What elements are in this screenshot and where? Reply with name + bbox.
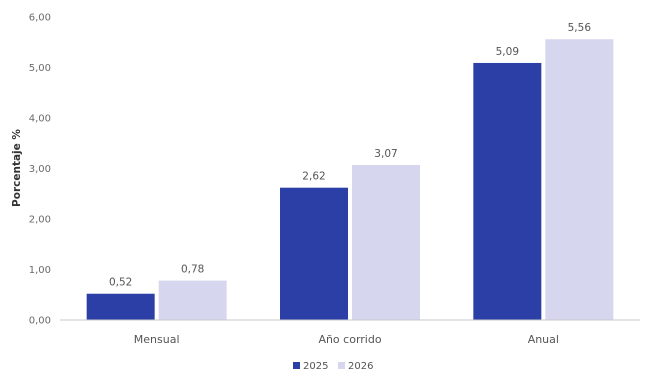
bar-2025-0 xyxy=(86,293,155,320)
y-tick-label: 4,00 xyxy=(29,114,51,125)
data-label: 0,52 xyxy=(109,277,132,289)
legend-swatch xyxy=(293,362,300,369)
category-label: Mensual xyxy=(134,333,180,346)
y-axis-label: Porcentaje % xyxy=(11,129,23,207)
bar-2026-2 xyxy=(545,39,614,320)
y-tick-label: 5,00 xyxy=(29,63,51,74)
y-tick-label: 6,00 xyxy=(29,13,51,24)
y-tick-label: 3,00 xyxy=(29,164,51,175)
y-tick-label: 2,00 xyxy=(29,215,51,226)
legend-label: 2025 xyxy=(303,361,328,372)
bar-marks xyxy=(86,39,614,320)
legend-swatch xyxy=(338,362,345,369)
legend: 2025 2026 xyxy=(293,361,373,372)
data-label: 5,56 xyxy=(568,22,592,34)
data-label: 5,09 xyxy=(496,46,519,58)
y-tick-label: 0,00 xyxy=(29,316,51,327)
bar-2026-1 xyxy=(352,164,420,320)
data-label: 0,78 xyxy=(181,264,204,276)
category-label: Año corrido xyxy=(318,333,381,346)
legend-label: 2026 xyxy=(348,361,373,372)
bar-2025-2 xyxy=(473,62,542,320)
category-labels: Mensual Año corrido Anual xyxy=(134,333,559,346)
category-label: Anual xyxy=(528,333,559,346)
y-axis-ticks: 0,00 1,00 2,00 3,00 4,00 5,00 6,00 xyxy=(29,13,51,327)
y-tick-label: 1,00 xyxy=(29,265,51,276)
bar-2025-1 xyxy=(280,187,348,320)
data-labels: 0,52 0,78 2,62 3,07 5,09 5,56 xyxy=(109,22,591,289)
data-label: 2,62 xyxy=(302,171,325,183)
data-label: 3,07 xyxy=(374,148,397,160)
bar-2026-0 xyxy=(158,280,227,320)
